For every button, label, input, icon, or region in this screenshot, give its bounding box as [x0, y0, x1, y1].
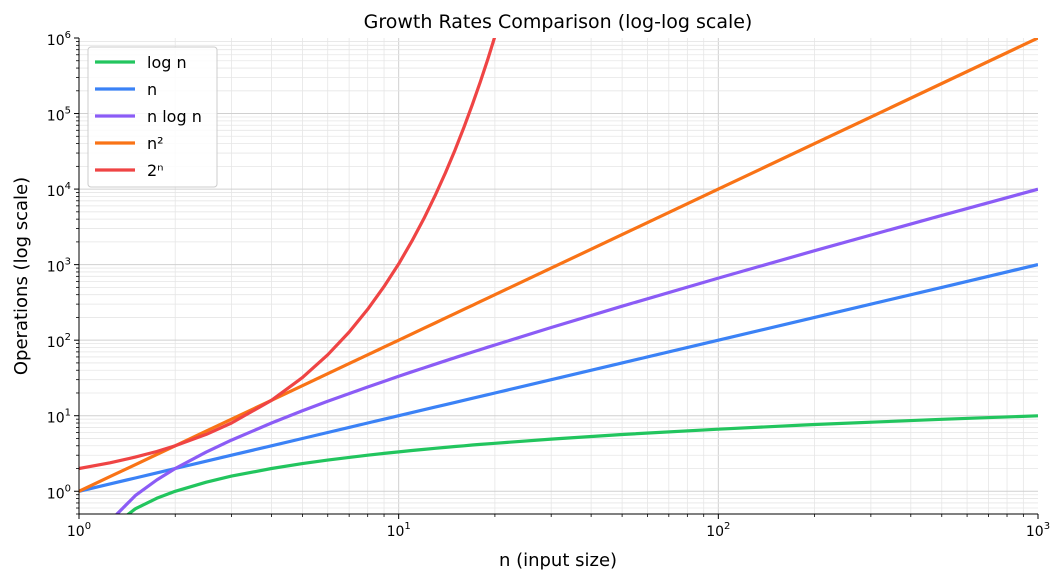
x-axis-label: n (input size) [499, 550, 617, 571]
tick-label: 100 [47, 483, 71, 502]
tick-label: 103 [47, 257, 71, 276]
legend-label: n [147, 80, 157, 99]
tick-label: 104 [47, 181, 71, 200]
tick-label: 102 [706, 521, 730, 540]
legend: log n n n log n n² 2ⁿ [87, 46, 218, 188]
tick-label: 101 [47, 408, 71, 427]
series-line-n [79, 263, 1038, 493]
series-line-log-n [125, 414, 1038, 514]
legend-label: 2ⁿ [147, 161, 164, 180]
chart-title: Growth Rates Comparison (log-log scale) [364, 11, 753, 33]
ticks: 100 101 102 103 100 101 102 103 104 105 106 [47, 30, 1050, 540]
tick-label: 103 [1026, 521, 1050, 540]
grid [78, 38, 1038, 515]
series-lines [79, 38, 1038, 514]
series-line-n-log-n [114, 187, 1038, 514]
tick-label: 100 [67, 521, 91, 540]
series-line-2ⁿ [79, 38, 497, 471]
legend-box [87, 46, 218, 188]
legend-label: log n [147, 53, 187, 72]
legend-label: n log n [147, 107, 202, 126]
tick-label: 101 [387, 521, 411, 540]
legend-label: n² [147, 134, 164, 153]
tick-label: 105 [47, 106, 71, 125]
y-axis-label: Operations (log scale) [11, 177, 32, 375]
tick-label: 102 [47, 332, 71, 351]
tick-label: 106 [47, 30, 71, 49]
series-line-n² [79, 38, 1038, 493]
